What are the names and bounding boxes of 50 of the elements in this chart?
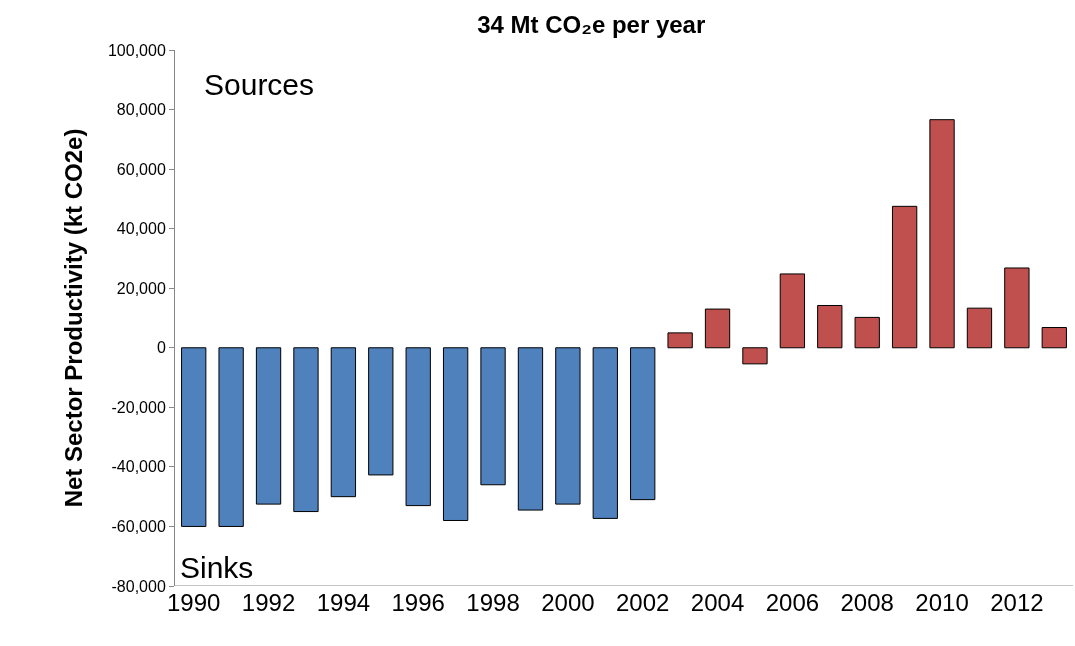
y-tick-label: 0 — [156, 339, 166, 357]
bar — [517, 347, 544, 511]
bar — [817, 304, 843, 349]
y-axis-title: Net Sector Productivity (kt CO2e) — [60, 128, 88, 508]
y-tick-label: 60,000 — [116, 160, 166, 178]
x-tick-label: 2000 — [541, 589, 595, 616]
y-tick-label: 20,000 — [116, 279, 166, 297]
bar — [555, 347, 581, 505]
y-tick-label: -20,000 — [111, 398, 166, 416]
bar — [330, 347, 357, 498]
x-tick-label: 1992 — [241, 589, 296, 616]
chart-title: 34 Mt CO₂e per year — [477, 10, 706, 38]
bar — [405, 347, 431, 507]
x-tick-label: 2010 — [915, 589, 969, 616]
y-tick-label: 100,000 — [107, 41, 166, 59]
x-tick-label: 2004 — [690, 589, 745, 616]
bar — [442, 347, 469, 521]
x-tick-label: 2008 — [840, 589, 894, 616]
bar — [181, 347, 207, 527]
x-tick-label: 1990 — [167, 589, 221, 616]
bar — [667, 332, 693, 349]
annotation: Sinks — [180, 551, 254, 584]
y-tick-label: 80,000 — [116, 101, 166, 119]
bar — [779, 273, 806, 349]
x-tick-label: 2006 — [765, 589, 820, 616]
bar — [1041, 327, 1067, 349]
y-tick-label: 40,000 — [116, 220, 166, 238]
y-tick-label: -80,000 — [111, 577, 166, 595]
x-tick-label: 1994 — [316, 589, 371, 616]
bar — [1004, 267, 1030, 349]
x-tick-label: 1996 — [391, 589, 445, 616]
y-tick-label: -60,000 — [111, 518, 166, 536]
bar — [742, 347, 768, 365]
bar — [929, 119, 955, 349]
annotation: Sources — [204, 68, 315, 101]
bar — [704, 308, 731, 349]
bar — [480, 347, 506, 486]
x-tick-label: 2012 — [990, 589, 1044, 616]
bar — [630, 347, 656, 501]
bar — [255, 347, 282, 505]
bar — [854, 316, 880, 349]
bar — [293, 347, 319, 513]
bar — [218, 347, 244, 527]
bar — [966, 307, 993, 349]
bar — [368, 347, 394, 476]
y-tick-label: -40,000 — [111, 458, 166, 476]
bar — [891, 205, 918, 349]
x-tick-label: 2002 — [616, 589, 670, 616]
bar — [592, 347, 618, 519]
x-tick-label: 1998 — [466, 589, 520, 616]
